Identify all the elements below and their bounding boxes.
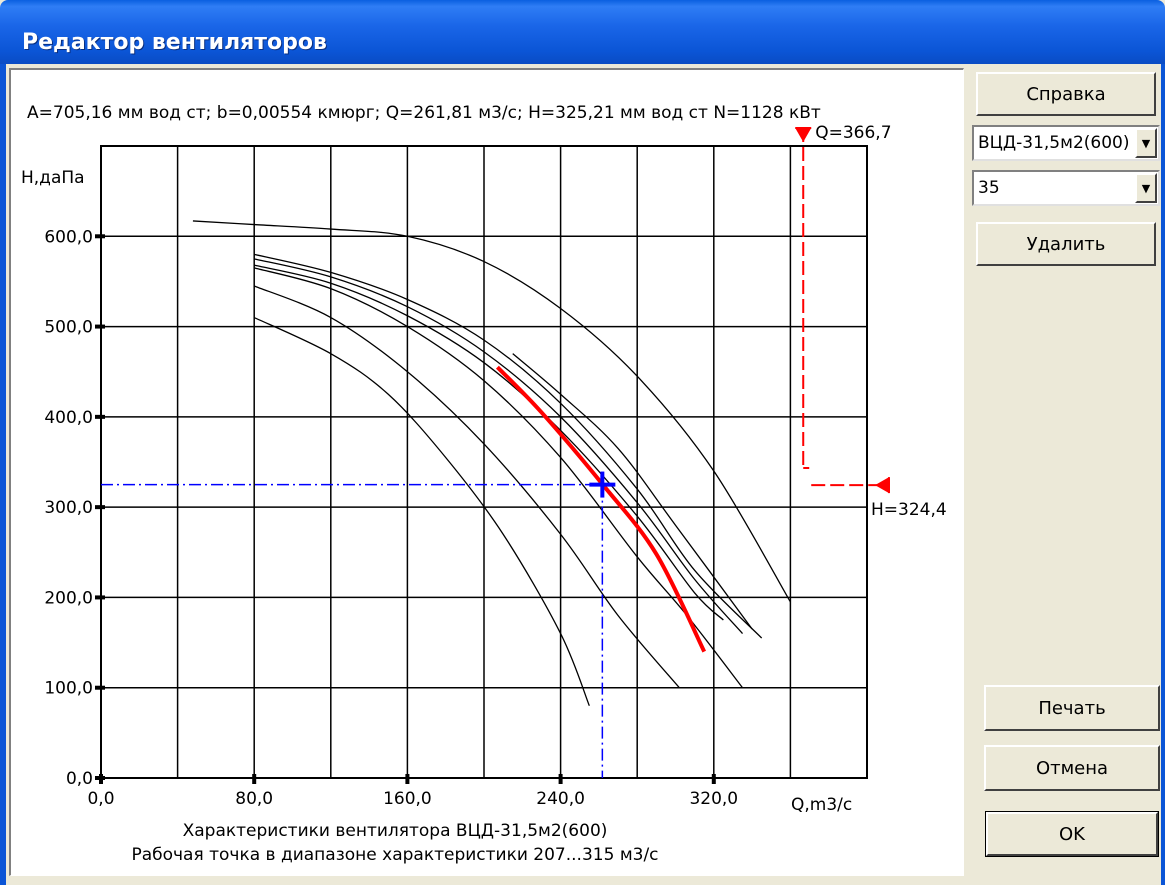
x-axis-label: Q,m3/c	[791, 795, 852, 815]
cancel-button[interactable]: Отмена	[984, 745, 1160, 791]
info-line: A=705,16 мм вод ст; b=0,00554 кмюрг; Q=2…	[27, 103, 821, 123]
fan-curve	[254, 253, 763, 639]
q-marker-label: Q=366,7	[815, 123, 891, 143]
chart-markers	[101, 127, 890, 778]
angle-select[interactable]: 35 ▼	[972, 170, 1160, 206]
fan-characteristic-chart: A=705,16 мм вод ст; b=0,00554 кмюрг; Q=2…	[21, 103, 947, 865]
chevron-down-icon[interactable]: ▼	[1135, 128, 1157, 158]
delete-button[interactable]: Удалить	[976, 222, 1156, 266]
angle-value: 35	[978, 178, 1000, 198]
y-tick-label: 0,0	[66, 769, 93, 789]
y-tick-label: 100,0	[44, 679, 93, 699]
window-title: Редактор вентиляторов	[22, 30, 327, 55]
help-button[interactable]: Справка	[976, 72, 1156, 116]
chevron-down-icon[interactable]: ▼	[1135, 173, 1157, 203]
title-bar[interactable]: Редактор вентиляторов	[0, 0, 1165, 64]
x-tick-label: 240,0	[536, 789, 585, 809]
y-tick-label: 200,0	[44, 588, 93, 608]
window-frame-left	[0, 64, 6, 885]
x-tick-label: 80,0	[235, 789, 273, 809]
window-frame-right	[1161, 64, 1165, 885]
chart-labels: 0,0 100,0 200,0 300,0 400,0 500,0 600,0 0,0 80,0…	[44, 123, 946, 809]
y-tick-label: 600,0	[44, 227, 93, 247]
chart-panel: A=705,16 мм вод ст; b=0,00554 кмюрг; Q=2…	[9, 68, 964, 876]
chart-grid	[95, 145, 868, 784]
y-tick-label: 500,0	[44, 318, 93, 338]
x-tick-label: 320,0	[689, 789, 738, 809]
chart-caption-line1: Характеристики вентилятора ВЦД-31,5м2(60…	[183, 821, 608, 841]
y-tick-label: 300,0	[44, 498, 93, 518]
x-tick-label: 0,0	[87, 789, 114, 809]
selected-fan-curve	[495, 365, 707, 653]
y-axis-label: H,даПа	[21, 168, 85, 188]
y-tick-label: 400,0	[44, 408, 93, 428]
fan-curve	[512, 353, 753, 630]
h-marker-label: H=324,4	[871, 500, 947, 520]
h-marker-arrow-icon	[875, 477, 889, 494]
chart-caption-line2: Рабочая точка в диапазоне характеристики…	[131, 845, 658, 865]
fan-curve	[253, 316, 590, 707]
fan-model-select[interactable]: ВЦД-31,5м2(600) ▼	[972, 125, 1160, 161]
fan-curve	[253, 285, 680, 689]
fan-curve	[192, 220, 791, 603]
print-button[interactable]: Печать	[984, 685, 1160, 731]
fan-curve	[254, 264, 724, 621]
ok-button[interactable]: OK	[985, 811, 1159, 857]
fan-curve	[254, 267, 744, 689]
fan-curves	[192, 220, 791, 707]
x-tick-label: 160,0	[383, 789, 432, 809]
fan-model-value: ВЦД-31,5м2(600)	[978, 133, 1128, 153]
q-marker-arrow-icon	[795, 128, 812, 142]
fan-curve	[254, 258, 744, 634]
